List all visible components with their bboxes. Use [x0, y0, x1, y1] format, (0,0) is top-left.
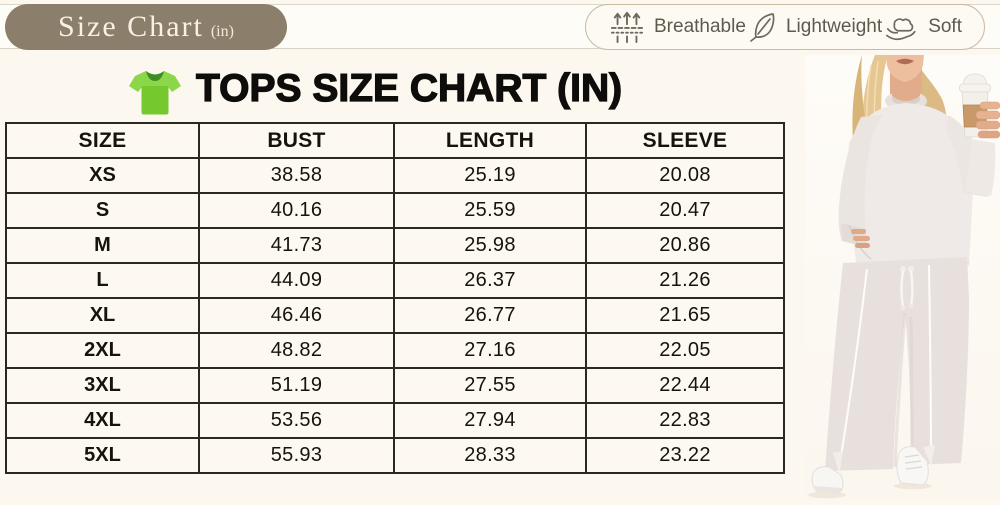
feature-soft: Soft: [882, 10, 962, 44]
breathable-icon: [610, 11, 644, 44]
bust-cell: 38.58: [198, 157, 395, 194]
features-pill: Breathable Lightweight Soft: [585, 4, 985, 50]
feature-label: Breathable: [654, 16, 746, 37]
length-cell: 25.98: [393, 227, 587, 264]
bust-cell: 55.93: [198, 437, 395, 474]
size-cell: 5XL: [5, 437, 200, 474]
length-cell: 27.55: [393, 367, 587, 404]
table-header-row: SIZE BUST LENGTH SLEEVE: [5, 122, 785, 159]
size-cell: L: [5, 262, 200, 299]
product-model-photo: [805, 55, 1000, 500]
sleeve-cell: 23.22: [585, 437, 785, 474]
model-illustration: [805, 55, 1000, 500]
table-row: 5XL 55.93 28.33 23.22: [5, 437, 785, 474]
size-cell: XL: [5, 297, 200, 334]
feature-label: Lightweight: [785, 16, 883, 37]
bust-cell: 41.73: [198, 227, 395, 264]
table-row: 3XL 51.19 27.55 22.44: [5, 367, 785, 404]
size-cell: S: [5, 192, 200, 229]
length-cell: 27.16: [393, 332, 587, 369]
table-row: S 40.16 25.59 20.47: [5, 192, 785, 229]
length-cell: 25.59: [393, 192, 587, 229]
size-cell: 4XL: [5, 402, 200, 439]
length-cell: 26.77: [393, 297, 587, 334]
bust-cell: 48.82: [198, 332, 395, 369]
green-tshirt-icon: [129, 71, 181, 115]
bust-cell: 51.19: [198, 367, 395, 404]
size-cell: M: [5, 227, 200, 264]
size-cell: 3XL: [5, 367, 200, 404]
tops-size-table: SIZE BUST LENGTH SLEEVE XS 38.58 25.19 2…: [5, 122, 785, 474]
size-chart-badge: Size Chart (in): [5, 4, 287, 50]
sleeve-cell: 21.26: [585, 262, 785, 299]
bust-cell: 53.56: [198, 402, 395, 439]
length-cell: 27.94: [393, 402, 587, 439]
table-row: XL 46.46 26.77 21.65: [5, 297, 785, 334]
sleeve-cell: 22.05: [585, 332, 785, 369]
feature-breathable: Breathable: [608, 10, 746, 44]
bust-cell: 44.09: [198, 262, 395, 299]
column-header-length: LENGTH: [393, 122, 587, 159]
badge-title: Size Chart: [58, 10, 204, 43]
sleeve-cell: 20.86: [585, 227, 785, 264]
size-cell: 2XL: [5, 332, 200, 369]
sleeve-cell: 20.08: [585, 157, 785, 194]
column-header-sleeve: SLEEVE: [585, 122, 785, 159]
table-row: M 41.73 25.98 20.86: [5, 227, 785, 264]
bust-cell: 46.46: [198, 297, 395, 334]
header-band: Size Chart (in) Breathable: [0, 4, 1000, 50]
sleeve-cell: 20.47: [585, 192, 785, 229]
table-row: 4XL 53.56 27.94 22.83: [5, 402, 785, 439]
length-cell: 28.33: [393, 437, 587, 474]
length-cell: 25.19: [393, 157, 587, 194]
bust-cell: 40.16: [198, 192, 395, 229]
feature-lightweight: Lightweight: [746, 11, 882, 43]
column-header-size: SIZE: [5, 122, 200, 159]
table-row: XS 38.58 25.19 20.08: [5, 157, 785, 194]
column-header-bust: BUST: [198, 122, 395, 159]
size-cell: XS: [5, 157, 200, 194]
feature-label: Soft: [928, 16, 962, 37]
sleeve-cell: 21.65: [585, 297, 785, 334]
length-cell: 26.37: [393, 262, 587, 299]
soft-cloud-icon: [886, 18, 916, 41]
sleeve-cell: 22.83: [585, 402, 785, 439]
page-title: TOPS SIZE CHART (IN): [195, 66, 623, 110]
feather-icon: [750, 13, 775, 42]
table-row: L 44.09 26.37 21.26: [5, 262, 785, 299]
badge-unit: (in): [210, 22, 234, 40]
sleeve-cell: 22.44: [585, 367, 785, 404]
table-row: 2XL 48.82 27.16 22.05: [5, 332, 785, 369]
